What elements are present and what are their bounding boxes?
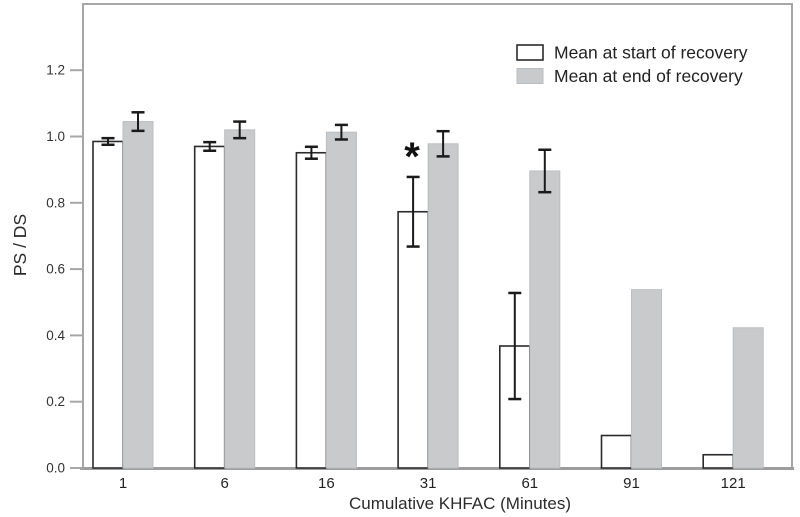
bar-start-1 [92,140,124,469]
y-tick-label: 0.8 [46,195,65,210]
error-bars [101,111,552,401]
x-category-label-16: 16 [318,475,335,492]
bar-end-16 [325,131,357,469]
annotations: * [404,135,420,179]
x-category-label-31: 31 [420,475,437,492]
legend-label-start-of-recovery: Mean at start of recovery [554,43,748,63]
legend-swatch-end-of-recovery [516,68,544,84]
y-tick-label: 0.0 [46,461,65,476]
y-axis-ticks: 0.0 0.2 0.4 0.6 0.8 1.0 1.2 [46,63,83,476]
x-category-label-61: 61 [521,475,538,492]
significance-star: * [404,135,420,179]
x-category-label-121: 121 [721,475,746,492]
y-tick-label: 1.2 [46,63,65,78]
bar-start-16 [295,151,328,469]
bar-start-31 [397,210,429,469]
bar-end-1 [122,121,154,469]
bar-start-121 [702,453,735,469]
bar-start-91 [600,434,633,469]
x-axis-category-labels: 1 6 16 31 61 91 121 [119,475,746,492]
x-category-label-91: 91 [623,475,640,492]
x-category-label-6: 6 [221,475,229,492]
x-category-label-1: 1 [119,475,127,492]
legend: Mean at start of recovery Mean at end of… [516,43,748,86]
y-tick-label: 0.6 [46,262,65,277]
y-tick-label: 1.0 [46,129,65,144]
bar-end-31 [427,143,459,469]
y-axis-title: PS / DS [10,214,30,276]
bar-start-6 [193,145,226,469]
y-tick-label: 0.4 [46,328,65,343]
bar-end-91 [631,289,662,469]
bar-end-61 [529,170,561,469]
bar-end-6 [224,129,256,469]
legend-label-end-of-recovery: Mean at end of recovery [554,66,743,86]
legend-swatch-start-of-recovery [516,44,544,61]
y-tick-label: 0.2 [46,394,65,409]
bar-end-121 [732,327,764,469]
x-axis-title: Cumulative KHFAC (Minutes) [349,494,571,513]
bars [92,121,764,469]
